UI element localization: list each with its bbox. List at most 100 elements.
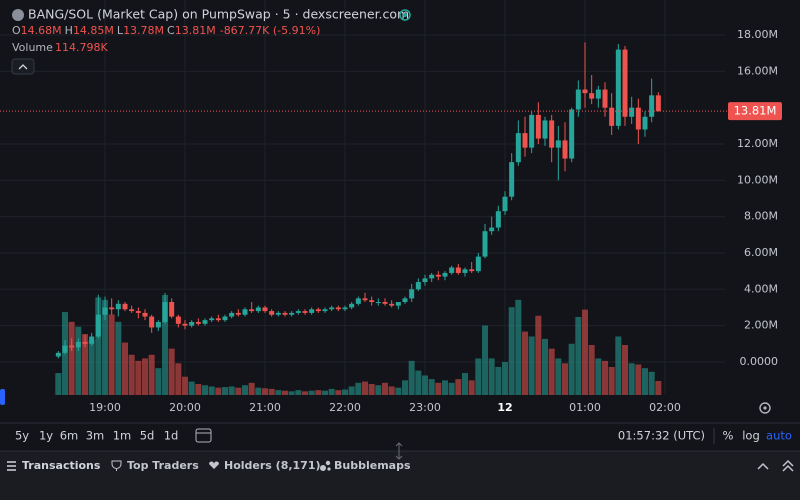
volume-bar xyxy=(488,358,495,395)
candle-body xyxy=(455,267,461,273)
range-button[interactable]: 3m xyxy=(86,429,105,443)
range-button[interactable]: 1d xyxy=(164,429,179,443)
volume-bar xyxy=(342,389,348,395)
volume-bar xyxy=(448,382,455,395)
volume-bar xyxy=(575,316,582,395)
candle-body xyxy=(162,302,168,322)
candle-body xyxy=(622,49,628,117)
percent-toggle[interactable]: % xyxy=(723,429,734,443)
candle-body xyxy=(55,352,61,357)
candle-body xyxy=(202,320,208,324)
volume-bar xyxy=(535,315,542,395)
candle-body xyxy=(569,109,575,159)
volume-bar xyxy=(262,388,268,395)
volume-bar xyxy=(355,382,362,395)
y-tick-label: 0.0000 xyxy=(740,355,779,368)
candle-body xyxy=(395,302,401,306)
volume-bar xyxy=(428,379,435,395)
candle-body xyxy=(329,307,335,310)
candle-body xyxy=(555,140,561,148)
candle-body xyxy=(195,321,201,324)
candle-body xyxy=(269,311,275,315)
volume-bar xyxy=(55,373,62,395)
candle-body xyxy=(262,307,268,312)
y-tick-label: 6.00M xyxy=(744,246,778,259)
volume-bar xyxy=(82,334,88,395)
candle-body xyxy=(522,133,528,148)
volume-bar xyxy=(308,390,315,395)
x-tick-label: 19:00 xyxy=(89,401,121,414)
volume-bar xyxy=(402,380,408,395)
volume-bar xyxy=(168,348,175,395)
x-tick-label: 01:00 xyxy=(569,401,601,414)
trophy-icon xyxy=(111,460,122,471)
y-tick-label: 8.00M xyxy=(744,210,778,223)
last-price-label: 13.81M xyxy=(734,104,777,118)
candle-body xyxy=(109,307,115,310)
volume-bar xyxy=(222,387,228,395)
clock: 01:57:32 (UTC) xyxy=(618,429,705,443)
tab[interactable]: Bubblemaps xyxy=(334,459,411,472)
auto-toggle[interactable]: auto xyxy=(766,429,792,443)
resize-handle[interactable] xyxy=(395,442,403,460)
x-tick-label: 12 xyxy=(497,401,512,414)
y-tick-label: 2.00M xyxy=(744,319,778,332)
candle-body xyxy=(295,311,301,313)
candle-body xyxy=(282,312,288,315)
candle-body xyxy=(95,314,101,337)
candle-body xyxy=(209,318,215,321)
collapse-button[interactable] xyxy=(11,58,35,75)
volume-bar xyxy=(522,331,528,395)
ohlc-legend: O14.68M H14.85M L13.78M C13.81M -867.77K (-5… xyxy=(12,24,320,37)
range-button[interactable]: 1m xyxy=(113,429,132,443)
tab[interactable]: Holders (8,171) xyxy=(224,459,321,472)
candle-body xyxy=(509,162,515,197)
candle-body xyxy=(422,278,428,283)
volume-bar xyxy=(102,299,108,395)
maximize-icon[interactable] xyxy=(782,459,794,472)
candle-body xyxy=(69,345,75,348)
volume-bar xyxy=(248,382,255,395)
volume-bar xyxy=(455,379,462,395)
settings-icon[interactable] xyxy=(759,402,771,414)
log-toggle[interactable]: log xyxy=(742,429,760,443)
token-icon xyxy=(12,9,24,21)
range-button[interactable]: 5y xyxy=(15,429,29,443)
volume-bar xyxy=(142,358,148,395)
candle-body xyxy=(469,269,475,272)
x-tick-label: 23:00 xyxy=(409,401,441,414)
candle-body xyxy=(409,289,415,299)
candle-body xyxy=(595,89,601,99)
volume-bar xyxy=(655,381,662,395)
candle-body xyxy=(235,312,241,315)
tab[interactable]: Transactions xyxy=(22,459,101,472)
range-button[interactable]: 5d xyxy=(140,429,155,443)
candle-body xyxy=(435,274,441,277)
volume-bar xyxy=(68,321,75,395)
candle-body xyxy=(629,107,635,117)
tab[interactable]: Top Traders xyxy=(127,459,199,472)
calendar-icon[interactable] xyxy=(195,428,212,443)
expand-icon[interactable] xyxy=(757,462,769,470)
y-tick-label: 16.00M xyxy=(737,64,778,77)
candle-body xyxy=(222,316,228,321)
candle-body xyxy=(642,116,648,130)
volume-bar xyxy=(302,391,308,395)
ohlc-part: L xyxy=(117,24,124,37)
volume-bar xyxy=(408,360,415,395)
candle-body xyxy=(102,307,108,315)
volume-bar xyxy=(482,325,488,395)
range-button[interactable]: 6m xyxy=(60,429,79,443)
ohlc-line: O14.68M H14.85M L13.78M C13.81M -867.77K (-5… xyxy=(12,24,320,37)
volume-bar xyxy=(582,309,588,395)
range-button[interactable]: 1y xyxy=(39,429,53,443)
volume-bar xyxy=(155,368,162,395)
status-dot xyxy=(403,13,407,17)
volume-bar xyxy=(395,387,402,395)
candle-body xyxy=(649,95,655,117)
candle-body xyxy=(442,272,448,277)
volume-bar xyxy=(528,336,535,395)
volume-bar xyxy=(635,364,642,395)
